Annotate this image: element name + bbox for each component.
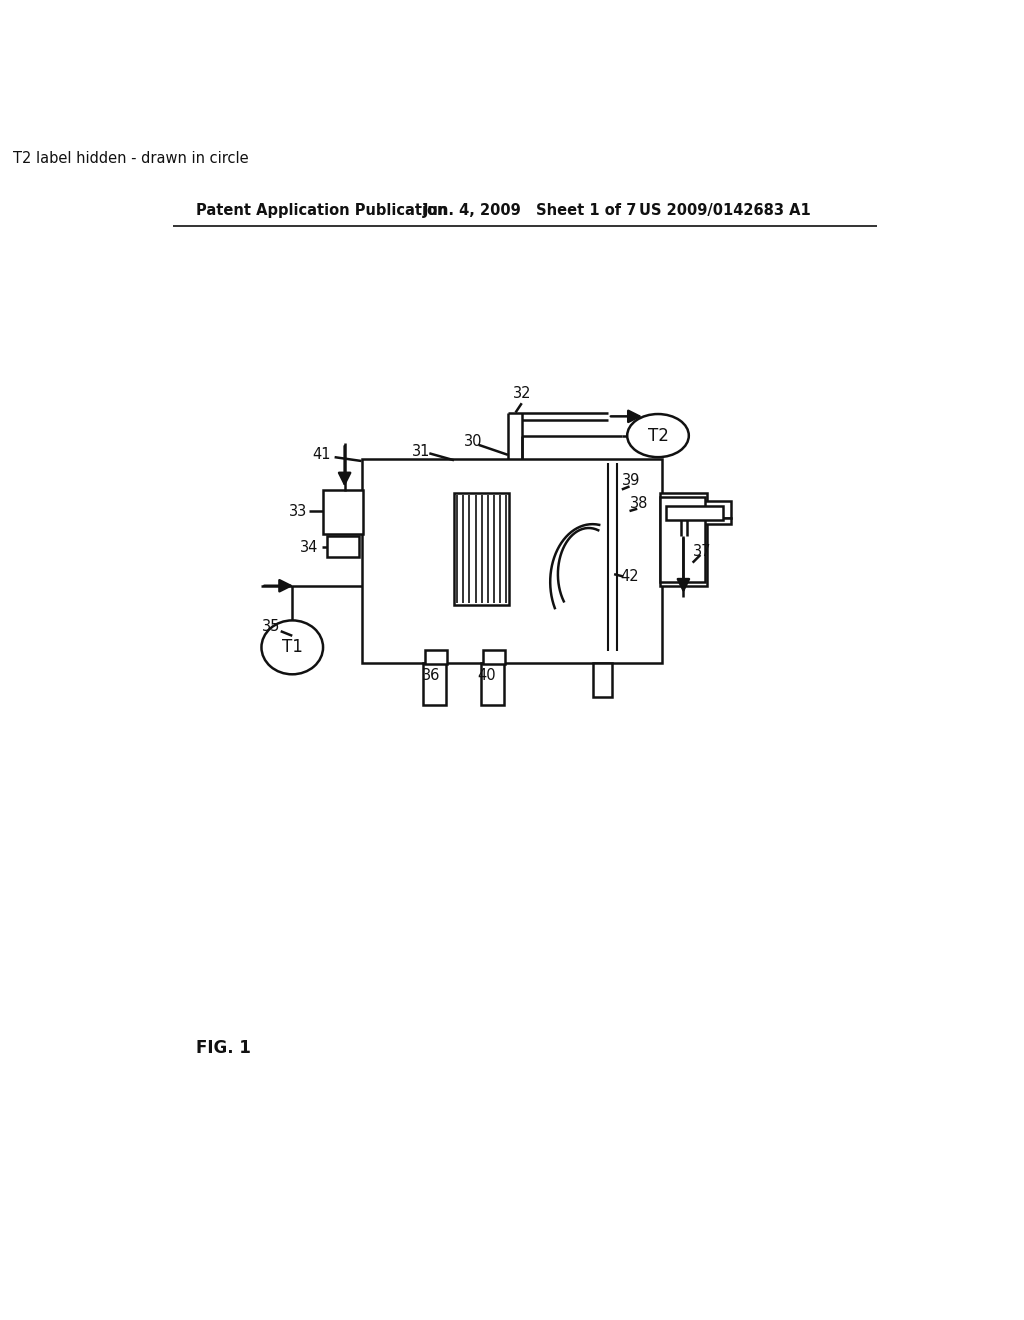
- Text: US 2009/0142683 A1: US 2009/0142683 A1: [639, 203, 811, 218]
- Text: 34: 34: [300, 540, 318, 554]
- Text: T2: T2: [647, 426, 669, 445]
- Text: 30: 30: [464, 434, 482, 449]
- Text: 35: 35: [261, 619, 280, 634]
- Bar: [481, 663, 504, 705]
- Bar: [670, 517, 731, 524]
- Text: 32: 32: [512, 385, 531, 401]
- Bar: [660, 494, 707, 586]
- Text: 39: 39: [622, 473, 640, 488]
- Bar: [323, 490, 364, 535]
- Bar: [483, 649, 505, 664]
- Text: 40: 40: [477, 668, 496, 684]
- Bar: [660, 498, 705, 582]
- Text: Patent Application Publication: Patent Application Publication: [196, 203, 447, 218]
- Text: 36: 36: [422, 668, 440, 684]
- Bar: [666, 507, 724, 520]
- Bar: [327, 536, 359, 557]
- Bar: [593, 663, 611, 697]
- Text: 33: 33: [290, 503, 307, 519]
- Bar: [423, 663, 446, 705]
- Text: 38: 38: [630, 496, 648, 511]
- Text: FIG. 1: FIG. 1: [196, 1039, 251, 1057]
- Text: Jun. 4, 2009   Sheet 1 of 7: Jun. 4, 2009 Sheet 1 of 7: [423, 203, 638, 218]
- Ellipse shape: [261, 620, 323, 675]
- Ellipse shape: [628, 414, 689, 457]
- Bar: [361, 459, 662, 663]
- Text: 37: 37: [692, 544, 711, 558]
- Text: 31: 31: [413, 444, 431, 458]
- Text: 41: 41: [312, 447, 331, 462]
- Bar: [670, 502, 731, 517]
- Bar: [425, 649, 447, 664]
- Text: T2 label hidden - drawn in circle: T2 label hidden - drawn in circle: [12, 150, 249, 166]
- Text: 42: 42: [621, 569, 639, 583]
- Text: T1: T1: [282, 639, 303, 656]
- Bar: [454, 494, 509, 605]
